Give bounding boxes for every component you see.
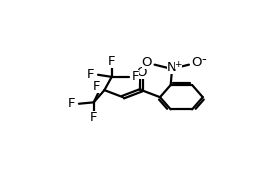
Text: F: F — [108, 55, 115, 68]
Text: N: N — [167, 61, 177, 74]
Text: O: O — [192, 56, 202, 69]
Text: F: F — [90, 111, 97, 124]
Text: O: O — [136, 66, 147, 79]
Text: -: - — [202, 53, 206, 66]
Text: O: O — [141, 56, 152, 69]
Text: F: F — [93, 80, 101, 93]
Text: F: F — [87, 68, 95, 81]
Text: F: F — [132, 70, 139, 83]
Text: +: + — [175, 60, 182, 69]
Text: F: F — [68, 97, 76, 110]
